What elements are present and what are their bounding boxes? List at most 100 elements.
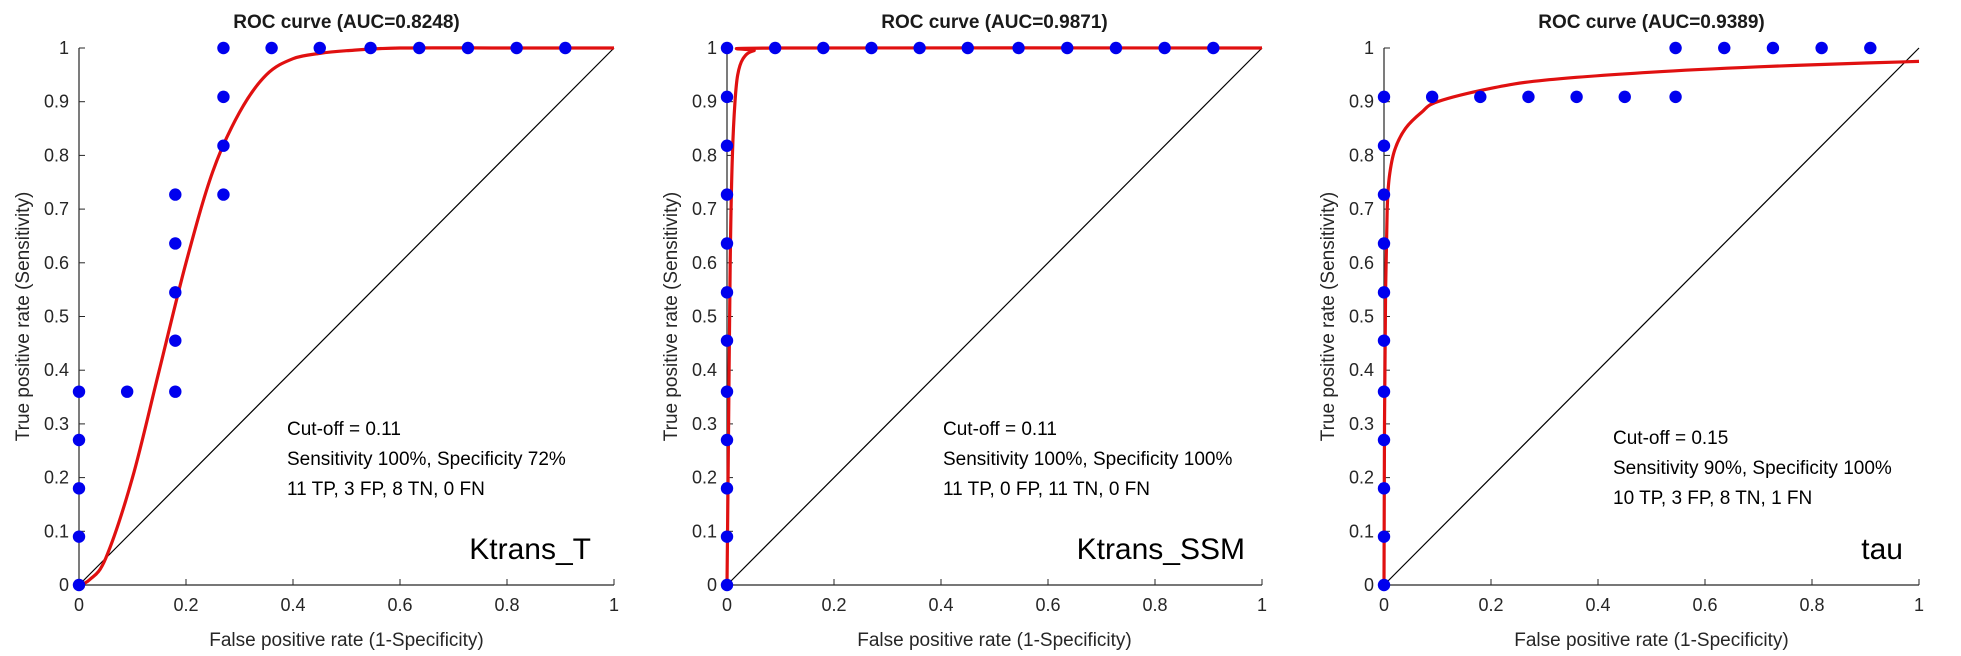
roc-data-point xyxy=(1815,41,1828,55)
roc-data-point xyxy=(720,482,734,495)
x-tick-label: 1 xyxy=(1257,595,1267,615)
y-tick-label: 0.5 xyxy=(692,307,717,327)
y-tick-label: 0.2 xyxy=(44,468,69,488)
x-tick-label: 0.4 xyxy=(280,595,305,615)
y-tick-label: 0.1 xyxy=(692,521,717,541)
x-axis-label: False positive rate (1-Specificity) xyxy=(1514,630,1789,651)
y-tick-label: 0.3 xyxy=(44,414,69,434)
y-tick-label: 1 xyxy=(707,38,717,58)
annotation-line: Sensitivity 100%, Specificity 72% xyxy=(287,449,566,470)
x-tick-label: 0.4 xyxy=(1585,595,1610,615)
y-tick-label: 0.8 xyxy=(692,145,717,165)
roc-data-point xyxy=(1377,578,1391,592)
roc-data-point xyxy=(1570,90,1583,104)
y-axis-label: True positive rate (Sensitivity) xyxy=(661,192,682,442)
y-tick-label: 0.1 xyxy=(44,521,69,541)
y-tick-label: 0.7 xyxy=(44,199,69,219)
x-tick-label: 1 xyxy=(1914,595,1924,615)
y-tick-label: 0.9 xyxy=(692,92,717,112)
roc-data-point xyxy=(1377,90,1391,104)
x-tick-label: 0 xyxy=(722,595,732,615)
roc-data-point xyxy=(720,385,734,398)
roc-data-point xyxy=(1377,482,1391,495)
roc-panel-2: ROC curve (AUC=0.9871) 0 0.1 0.2 0.3 0.4 0.5 0.… xyxy=(661,12,1267,651)
chance-diagonal-line xyxy=(78,47,615,586)
roc-data-point xyxy=(1618,90,1631,104)
y-tick-label: 0.7 xyxy=(692,199,717,219)
y-tick-label: 0.3 xyxy=(692,414,717,434)
chance-diagonal-line xyxy=(726,47,1263,586)
roc-data-point xyxy=(1864,41,1877,55)
x-axis-label: False positive rate (1-Specificity) xyxy=(857,630,1132,651)
roc-data-point xyxy=(461,41,475,55)
x-tick-label: 0.4 xyxy=(928,595,953,615)
roc-data-point xyxy=(720,237,734,250)
y-tick-label: 0.7 xyxy=(1349,199,1374,219)
roc-data-point xyxy=(1766,41,1780,55)
chart-title: ROC curve (AUC=0.9389) xyxy=(1538,12,1765,33)
x-tick-label: 0.2 xyxy=(173,595,198,615)
roc-data-point xyxy=(364,41,377,55)
y-axis-label: True positive rate (Sensitivity) xyxy=(13,192,34,442)
roc-data-point xyxy=(1061,41,1074,55)
roc-data-point xyxy=(1377,188,1391,201)
roc-data-point xyxy=(1522,90,1535,104)
roc-data-point xyxy=(265,41,278,55)
y-tick-label: 0.4 xyxy=(44,360,69,380)
y-tick-label: 0.9 xyxy=(44,92,69,112)
y-tick-label: 0 xyxy=(59,575,69,595)
y-tick-label: 0.5 xyxy=(1349,307,1374,327)
roc-panel-3: ROC curve (AUC=0.9389) 0 0.1 0.2 0.3 0.4 0.5 0.… xyxy=(1318,12,1924,651)
roc-data-point xyxy=(1377,530,1391,543)
roc-data-point xyxy=(720,90,734,104)
annotation-line: Sensitivity 100%, Specificity 100% xyxy=(943,449,1232,470)
roc-data-point xyxy=(1377,334,1391,347)
roc-data-point xyxy=(817,41,830,55)
y-tick-label: 0.6 xyxy=(1349,253,1374,273)
y-tick-label: 1 xyxy=(1364,38,1374,58)
roc-data-point xyxy=(217,90,230,104)
roc-data-point xyxy=(169,334,182,347)
roc-data-point xyxy=(865,41,878,55)
roc-fit-curve xyxy=(1382,59,1920,586)
x-tick-label: 0.2 xyxy=(1478,595,1503,615)
x-tick-label: 0.6 xyxy=(387,595,412,615)
roc-data-point xyxy=(169,286,182,299)
annotation-line: Cut-off = 0.11 xyxy=(943,419,1057,440)
annotation-line: 11 TP, 3 FP, 8 TN, 0 FN xyxy=(287,479,485,500)
x-tick-label: 0.8 xyxy=(1142,595,1167,615)
roc-data-point xyxy=(72,385,86,398)
roc-data-point xyxy=(1718,41,1731,55)
annotation-line: 11 TP, 0 FP, 11 TN, 0 FN xyxy=(943,479,1150,500)
roc-data-point xyxy=(559,41,572,55)
annotation-line: 10 TP, 3 FP, 8 TN, 1 FN xyxy=(1613,488,1812,509)
roc-data-point xyxy=(768,41,782,55)
y-tick-label: 0.2 xyxy=(692,468,717,488)
x-tick-label: 0.2 xyxy=(821,595,846,615)
x-tick-label: 0 xyxy=(1379,595,1389,615)
roc-data-point xyxy=(1474,90,1487,104)
roc-data-point xyxy=(1012,41,1025,55)
panel-label: Ktrans_SSM xyxy=(1077,533,1245,566)
roc-data-point xyxy=(720,433,734,447)
roc-data-point xyxy=(720,286,734,299)
y-tick-label: 0.6 xyxy=(692,253,717,273)
y-axis-label: True positive rate (Sensitivity) xyxy=(1318,192,1339,442)
roc-data-point xyxy=(1669,90,1682,104)
x-tick-label: 0.8 xyxy=(494,595,519,615)
roc-data-point xyxy=(720,41,734,55)
x-tick-label: 1 xyxy=(609,595,619,615)
y-tick-label: 0 xyxy=(707,575,717,595)
roc-fit-curve xyxy=(78,46,614,587)
roc-data-point xyxy=(169,188,182,201)
roc-data-point xyxy=(169,237,182,250)
roc-data-point xyxy=(72,482,86,495)
annotation-line: Cut-off = 0.11 xyxy=(287,419,401,440)
y-tick-label: 0.2 xyxy=(1349,468,1374,488)
roc-data-point xyxy=(1109,41,1123,55)
chart-title: ROC curve (AUC=0.9871) xyxy=(881,12,1108,33)
roc-data-point xyxy=(720,139,734,152)
roc-data-point xyxy=(1425,90,1439,104)
panel-label: Ktrans_T xyxy=(469,533,591,566)
